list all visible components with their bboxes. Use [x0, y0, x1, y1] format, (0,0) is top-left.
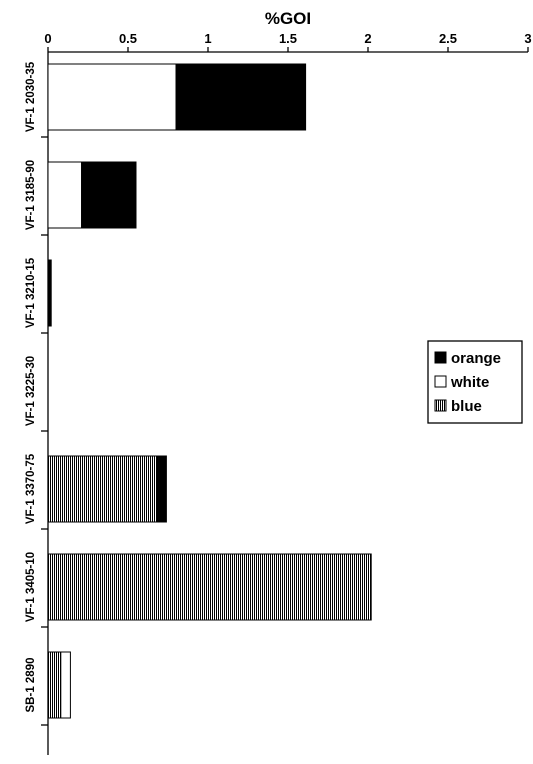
category-label: VF-1 2030-35 — [25, 61, 37, 132]
legend-label-white: white — [450, 374, 489, 391]
category-label: VF-1 3210-15 — [25, 257, 37, 328]
bar-segment-orange — [156, 455, 167, 523]
category-label: VF-1 3185-90 — [25, 160, 37, 230]
x-tick-label: 1 — [204, 31, 211, 46]
x-tick-label: 3 — [524, 31, 531, 46]
x-axis: 0 0.5 1 1.5 2 2.5 3 — [44, 31, 532, 53]
x-tick-label: 2.5 — [439, 31, 457, 46]
x-tick-label: 2 — [364, 31, 371, 46]
legend-swatch-white — [434, 375, 447, 388]
bar-segment-white — [47, 63, 177, 131]
bar-segment-blue — [47, 455, 158, 523]
legend-swatch-blue — [434, 399, 447, 412]
x-tick-label: 1.5 — [279, 31, 297, 46]
category-label: VF-1 3225-30 — [25, 356, 37, 426]
category-label: VF-1 3405-10 — [25, 552, 37, 622]
bar-segment-blue — [47, 553, 372, 621]
legend-label-orange: orange — [451, 350, 501, 367]
y-axis: VF-1 2030-35 VF-1 3185-90 VF-1 3210-15 VF-1… — [25, 52, 49, 755]
bar-segment-blue — [47, 651, 62, 719]
bar-segment-orange — [47, 259, 52, 327]
legend-label-blue: blue — [451, 398, 482, 415]
bar-segment-white — [47, 161, 83, 229]
legend: orange white blue — [427, 340, 523, 424]
bars — [47, 63, 372, 719]
category-label: SB-1 2890 — [25, 658, 37, 713]
bar-segment-white — [60, 651, 71, 719]
x-tick-label: 0.5 — [119, 31, 137, 46]
legend-swatch-orange — [434, 351, 447, 364]
category-label: VF-1 3370-75 — [25, 453, 37, 524]
x-tick-label: 0 — [44, 31, 51, 46]
chart-title: %GOI — [265, 9, 311, 28]
bar-segment-orange — [81, 161, 137, 229]
bar-segment-orange — [175, 63, 307, 131]
